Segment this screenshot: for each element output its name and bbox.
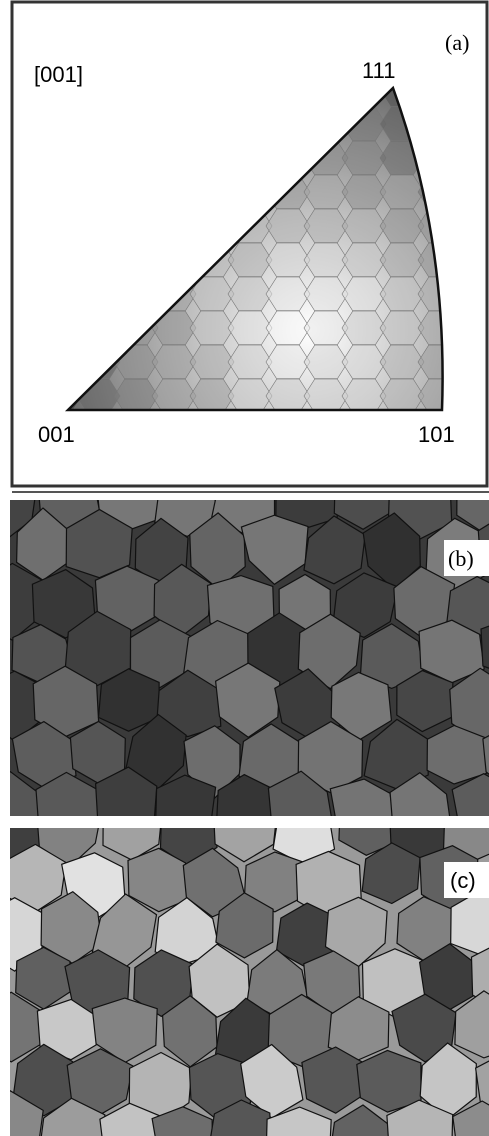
panel-label: (a) — [445, 30, 469, 55]
figure: (a) [001] 111 001 101 (b) (c) — [0, 0, 489, 1136]
grains-b — [0, 462, 489, 847]
page: (a) [001] 111 001 101 (b) (c) (() => { c… — [0, 0, 489, 1136]
direction-label: [001] — [34, 62, 83, 87]
corner-label: 001 — [38, 422, 75, 447]
panel-label: (b) — [448, 546, 474, 571]
grain — [427, 726, 486, 785]
corner-label: 101 — [418, 422, 455, 447]
corner-label: 111 — [362, 58, 395, 83]
panel-label: (c) — [450, 868, 476, 893]
